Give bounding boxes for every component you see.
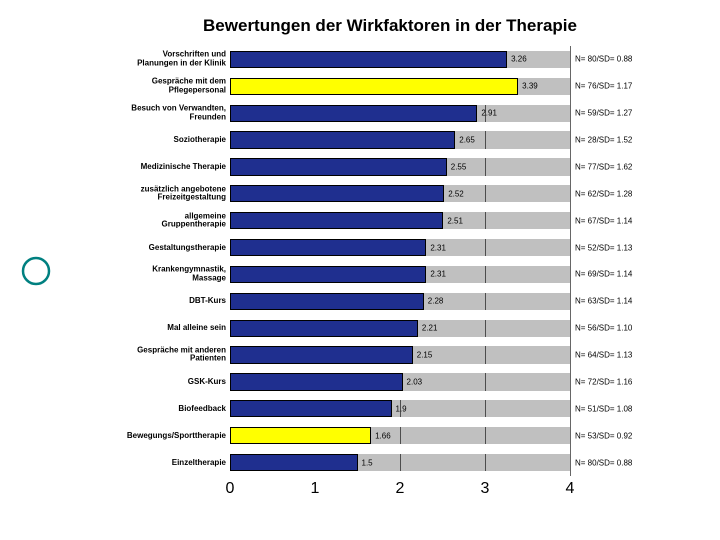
category-label: Gespräche mit anderenPatienten: [92, 347, 226, 364]
table-row: 2.91: [230, 100, 570, 127]
bar-value-label: 2.55: [451, 162, 467, 171]
n-sd-label: N= 59/SD= 1.27: [575, 109, 632, 118]
n-sd-label: N= 63/SD= 1.14: [575, 297, 632, 306]
table-row: 3.26: [230, 46, 570, 73]
table-row: 3.39: [230, 73, 570, 100]
bar: [230, 239, 426, 256]
n-sd-label: N= 76/SD= 1.17: [575, 82, 632, 91]
category-label: Biofeedback: [92, 405, 226, 413]
plot-area: 3.26 3.39 2.91 2.65 2.55 2.52 2.51 2.31 2.31 2.28…: [230, 46, 570, 476]
category-label: allgemeineGruppentherapie: [92, 212, 226, 229]
category-label: Einzeltherapie: [92, 458, 226, 466]
bar-value-label: 1.66: [375, 431, 391, 440]
bar-value-label: 2.03: [407, 377, 423, 386]
x-axis: 01234: [230, 478, 570, 506]
table-row: 2.21: [230, 315, 570, 342]
n-sd-label: N= 72/SD= 1.16: [575, 377, 632, 386]
category-label: DBT-Kurs: [92, 297, 226, 305]
category-label: Gestaltungstherapie: [92, 243, 226, 251]
n-sd-label: N= 77/SD= 1.62: [575, 162, 632, 171]
bar: [230, 266, 426, 283]
n-sd-label: N= 53/SD= 0.92: [575, 431, 632, 440]
n-sd-label: N= 80/SD= 0.88: [575, 458, 632, 467]
bar: [230, 185, 444, 202]
x-tick-label: 1: [311, 480, 320, 498]
table-row: 2.31: [230, 261, 570, 288]
bar-value-label: 2.21: [422, 324, 438, 333]
bar-value-label: 2.65: [459, 136, 475, 145]
table-row: 2.55: [230, 154, 570, 181]
n-sd-label: N= 80/SD= 0.88: [575, 55, 632, 64]
bar-value-label: 1.5: [362, 458, 373, 467]
bar-value-label: 2.31: [430, 243, 446, 252]
bar: [230, 427, 371, 444]
bar: [230, 346, 413, 363]
bar-value-label: 2.15: [417, 351, 433, 360]
n-sd-label: N= 67/SD= 1.14: [575, 216, 632, 225]
bar-value-label: 3.39: [522, 82, 538, 91]
table-row: 1.5: [230, 449, 570, 476]
x-tick-label: 3: [481, 480, 490, 498]
table-row: 2.52: [230, 180, 570, 207]
slide-bullet-icon: [20, 255, 52, 287]
category-label: Besuch von Verwandten,Freunden: [92, 105, 226, 122]
table-row: 1.66: [230, 422, 570, 449]
bar: [230, 454, 358, 471]
bar: [230, 158, 447, 175]
y-axis-labels: Vorschriften undPlanungen in der Klinik G…: [90, 46, 230, 476]
bar: [230, 320, 418, 337]
n-sd-label: N= 28/SD= 1.52: [575, 136, 632, 145]
bar: [230, 78, 518, 95]
bar-value-label: 2.28: [428, 297, 444, 306]
bar: [230, 51, 507, 68]
chart-title: Bewertungen der Wirkfaktoren in der Ther…: [90, 12, 690, 46]
table-row: 1.9: [230, 395, 570, 422]
bar-value-label: 2.52: [448, 189, 464, 198]
table-row: 2.65: [230, 127, 570, 154]
category-label: Vorschriften undPlanungen in der Klinik: [92, 51, 226, 68]
bar-rows: 3.26 3.39 2.91 2.65 2.55 2.52 2.51 2.31 2.31 2.28…: [230, 46, 570, 476]
x-tick-label: 4: [566, 480, 575, 498]
bar-value-label: 2.91: [481, 109, 497, 118]
bar: [230, 131, 455, 148]
category-label: Soziotherapie: [92, 136, 226, 144]
n-sd-label: N= 56/SD= 1.10: [575, 324, 632, 333]
bar: [230, 212, 443, 229]
bar: [230, 293, 424, 310]
gridline: [570, 46, 571, 476]
n-sd-label: N= 69/SD= 1.14: [575, 270, 632, 279]
category-label: Krankengymnastik,Massage: [92, 266, 226, 283]
n-sd-label: N= 52/SD= 1.13: [575, 243, 632, 252]
bar-value-label: 2.31: [430, 270, 446, 279]
bar-value-label: 1.9: [396, 404, 407, 413]
table-row: 2.28: [230, 288, 570, 315]
table-row: 2.15: [230, 342, 570, 369]
n-sd-label: N= 62/SD= 1.28: [575, 189, 632, 198]
bar: [230, 400, 392, 417]
n-sd-label: N= 51/SD= 1.08: [575, 404, 632, 413]
bar: [230, 373, 403, 390]
bar-value-label: 3.26: [511, 55, 527, 64]
category-label: Bewegungs/Sporttherapie: [92, 431, 226, 439]
category-label: GSK-Kurs: [92, 378, 226, 386]
category-label: Mal alleine sein: [92, 324, 226, 332]
chart-body: Vorschriften undPlanungen in der Klinik G…: [90, 46, 690, 506]
category-label: Gespräche mit demPflegepersonal: [92, 78, 226, 95]
right-annotation-labels: N= 80/SD= 0.88 N= 76/SD= 1.17 N= 59/SD= 1.…: [575, 46, 685, 476]
table-row: 2.03: [230, 369, 570, 396]
x-tick-label: 2: [396, 480, 405, 498]
category-label: zusätzlich angeboteneFreizeitgestaltung: [92, 185, 226, 202]
n-sd-label: N= 64/SD= 1.13: [575, 351, 632, 360]
category-label: Medizinische Therapie: [92, 163, 226, 171]
chart-container: Bewertungen der Wirkfaktoren in der Ther…: [90, 12, 690, 527]
x-tick-label: 0: [226, 480, 235, 498]
bar-value-label: 2.51: [447, 216, 463, 225]
table-row: 2.31: [230, 234, 570, 261]
table-row: 2.51: [230, 207, 570, 234]
bar: [230, 105, 477, 122]
